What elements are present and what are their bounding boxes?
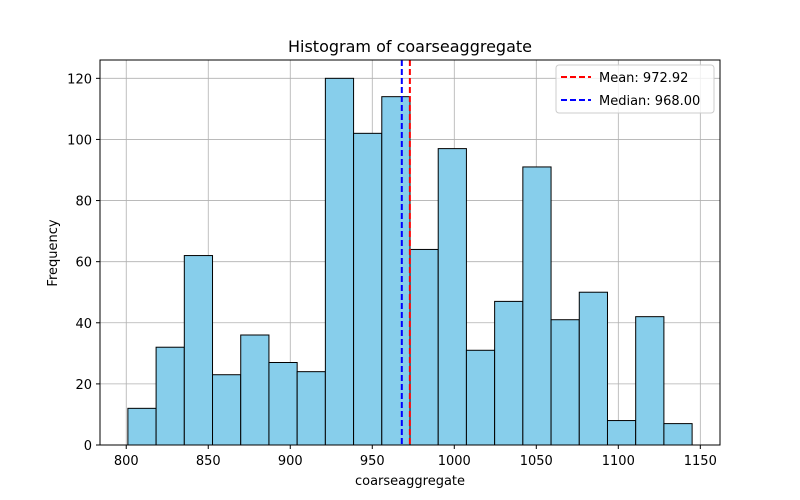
x-tick-label: 1050 (520, 454, 553, 469)
x-tick-label: 900 (278, 454, 303, 469)
x-tick-label: 950 (360, 454, 385, 469)
x-tick-label: 1000 (438, 454, 471, 469)
x-axis-label: coarseaggregate (355, 474, 465, 489)
histogram-bar (635, 316, 665, 446)
histogram-bar (663, 423, 693, 446)
y-tick-label: 60 (75, 256, 92, 271)
bars (127, 77, 693, 446)
y-tick-label: 20 (75, 378, 92, 393)
histogram-bar (324, 77, 355, 446)
histogram-bar (381, 96, 411, 446)
histogram-bar (522, 166, 552, 446)
histogram-bar (578, 291, 608, 446)
histogram-bar (212, 374, 242, 446)
reference-lines (400, 60, 411, 445)
histogram-bar (127, 407, 157, 446)
histogram-bar (240, 334, 270, 446)
y-axis-ticks: 0 20 40 60 80 100 120 (67, 72, 100, 454)
x-axis-ticks: 800 850 900 950 1000 1050 1100 1150 (114, 445, 717, 469)
y-tick-label: 120 (67, 72, 92, 87)
histogram-bar (465, 349, 496, 446)
histogram-bar (409, 248, 439, 446)
histogram-bar (494, 300, 524, 446)
y-tick-label: 80 (75, 195, 92, 210)
legend: Mean: 972.92 Median: 968.00 (555, 64, 715, 114)
histogram-bar (268, 362, 298, 446)
histogram-bar (606, 420, 637, 446)
histogram-bar (550, 319, 580, 446)
plot-frame (99, 59, 721, 446)
legend-mean-label: Mean: 972.92 (599, 71, 688, 86)
y-axis-label: Frequency (46, 219, 61, 286)
y-tick-label: 40 (75, 317, 92, 332)
histogram-bar (353, 132, 383, 446)
x-tick-label: 850 (196, 454, 221, 469)
y-tick-label: 0 (84, 439, 92, 454)
legend-box (555, 64, 715, 114)
histogram-bar (437, 148, 467, 446)
x-tick-label: 1150 (684, 454, 717, 469)
chart-title: Histogram of coarseaggregate (288, 37, 532, 56)
x-tick-label: 800 (114, 454, 139, 469)
histogram-bar (296, 371, 326, 446)
legend-median-label: Median: 968.00 (599, 94, 700, 109)
histogram-bar (155, 346, 185, 446)
y-tick-label: 100 (67, 133, 92, 148)
x-tick-label: 1100 (602, 454, 635, 469)
histogram-bar (183, 255, 214, 446)
